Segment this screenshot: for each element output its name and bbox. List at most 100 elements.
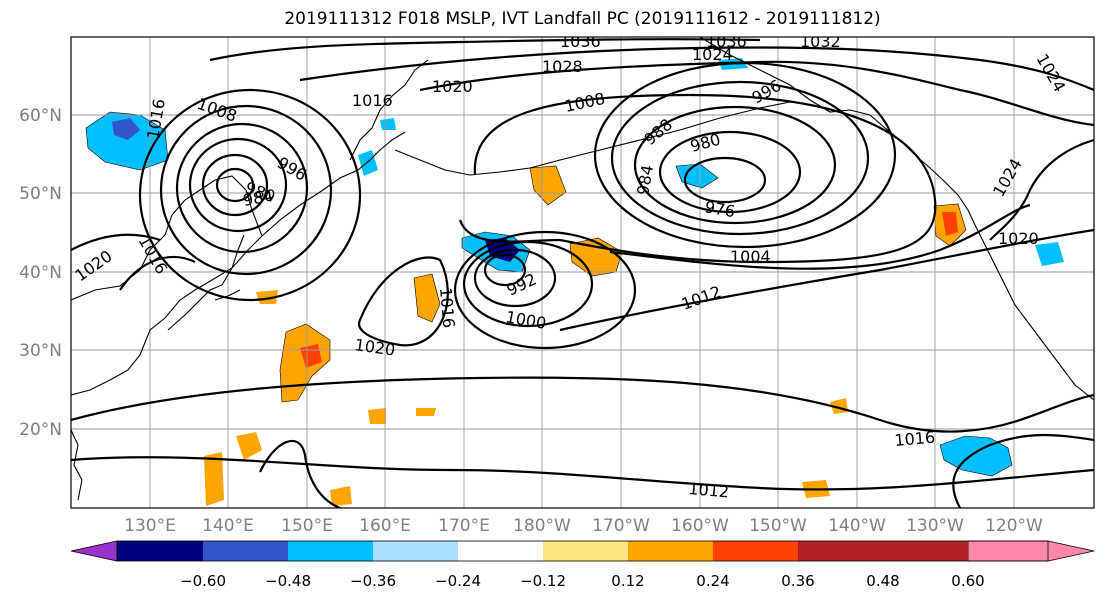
coastline-aleutians	[394, 101, 791, 176]
isobar	[138, 88, 362, 302]
isobar	[159, 104, 333, 276]
lon-label-140e: 140°E	[202, 516, 254, 536]
ivt-negative-patch	[1035, 242, 1064, 266]
ivt-positive-patch	[204, 452, 224, 506]
isobar-label-1036-b: 1036	[706, 32, 747, 51]
ivt-negative-patch	[380, 118, 396, 130]
coastline-asia	[71, 175, 263, 396]
map-plot-area: 1036 1036 1032 1028 1024 1024 1024 1020 …	[71, 32, 1094, 508]
coastline-kamchatka	[349, 59, 429, 161]
lat-label-60n: 60°N	[19, 106, 62, 126]
isobar	[71, 456, 1094, 491]
ivt-positive-patch	[529, 165, 567, 206]
isobar-label-1020-a: 1020	[432, 77, 473, 96]
ivt-positive-patch	[942, 212, 958, 236]
colorbar-extend-right	[967, 540, 1095, 562]
colorbar-tick-label: −0.48	[265, 572, 311, 590]
isobar	[188, 137, 288, 233]
isobar-label-1020-d: 1020	[998, 229, 1039, 248]
isobar	[458, 203, 1031, 270]
lon-label-130w: 130°W	[906, 516, 964, 536]
ivt-shading	[85, 58, 1064, 506]
isobar	[989, 138, 1094, 241]
lat-label-40n: 40°N	[19, 263, 62, 283]
coastline-kuril	[261, 131, 406, 237]
ivt-negative-patch	[939, 435, 1013, 477]
isobar-label-1028: 1028	[542, 57, 583, 76]
isobar	[473, 248, 557, 308]
colorbar-tick-label: −0.36	[350, 572, 396, 590]
isobar-label-1012-b: 1012	[688, 479, 730, 501]
isobar	[610, 80, 870, 236]
isobar	[483, 253, 527, 287]
colorbar-segment	[117, 541, 203, 561]
colorbar-tick-label: −0.12	[520, 572, 566, 590]
colorbar-tick-label: 0.60	[951, 572, 984, 590]
isobar	[209, 38, 761, 62]
colorbar-segment	[373, 541, 458, 561]
isobar-label-1004: 1004	[730, 247, 771, 266]
colorbar-segment	[713, 541, 798, 561]
latitude-labels: 20°N 30°N 40°N 50°N 60°N	[19, 106, 62, 440]
coastline-philippines	[71, 429, 83, 501]
lon-label-170e: 170°E	[438, 516, 490, 536]
lon-label-160w: 160°W	[671, 516, 729, 536]
colorbar-extend-left	[70, 540, 118, 562]
isobar	[453, 230, 637, 350]
isobar-label-1016-a: 1016	[352, 91, 393, 110]
lon-label-130e: 130°E	[124, 516, 176, 536]
isobar-label-1024-a: 1024	[692, 45, 733, 64]
coastline-alaska	[699, 37, 959, 196]
isobar	[559, 228, 1094, 332]
lon-label-150w: 150°W	[749, 516, 807, 536]
colorbar-tick-label: 0.36	[781, 572, 814, 590]
colorbar-segment	[883, 541, 968, 561]
coastline-north-america-west	[957, 194, 1094, 401]
longitude-labels: 130°E 140°E 150°E 160°E 170°E 180°W 170°…	[124, 516, 1043, 536]
isobar	[952, 433, 1094, 508]
coastlines	[71, 37, 1094, 501]
colorbar-segment	[543, 541, 628, 561]
colorbar-segment	[288, 541, 373, 561]
colorbar-segment	[798, 541, 883, 561]
isobar	[259, 439, 341, 508]
lat-label-30n: 30°N	[19, 341, 62, 361]
ivt-positive-patch	[330, 486, 352, 506]
isobar-label-1016-d: 1016	[436, 287, 458, 329]
ivt-positive-patch	[368, 408, 386, 424]
isobar	[201, 153, 269, 217]
isobar	[633, 105, 837, 225]
isobar	[357, 256, 449, 347]
isobar-label-1036-a: 1036	[560, 32, 601, 51]
lon-label-170w: 170°W	[592, 516, 650, 536]
lon-label-160e: 160°E	[359, 516, 411, 536]
ivt-positive-patch	[413, 273, 441, 323]
isobars	[71, 38, 1094, 508]
colorbar-tick-label: −0.60	[180, 572, 226, 590]
lat-label-50n: 50°N	[19, 184, 62, 204]
colorbar-tick-label: 0.12	[611, 572, 644, 590]
isobar-label-1032: 1032	[800, 32, 841, 51]
isobar	[175, 122, 309, 254]
lon-label-150e: 150°E	[281, 516, 333, 536]
isobar	[473, 93, 937, 264]
isobar	[683, 156, 767, 204]
map-title: 2019111312 F018 MSLP, IVT Landfall PC (2…	[284, 9, 881, 29]
colorbar-tick-label: −0.24	[435, 572, 481, 590]
isobar	[299, 46, 1094, 92]
lat-label-20n: 20°N	[19, 420, 62, 440]
lon-label-120w: 120°W	[985, 516, 1043, 536]
lon-label-180w: 180°W	[513, 516, 571, 536]
isobar	[658, 130, 802, 214]
ivt-negative-patch	[112, 118, 140, 140]
colorbar-segment	[458, 541, 543, 561]
colorbar-segment	[628, 541, 713, 561]
isobar	[71, 233, 196, 291]
isobar	[215, 167, 255, 203]
ivt-positive-patch	[236, 432, 262, 460]
colorbar-outline	[116, 540, 1049, 562]
isobar	[419, 60, 1094, 127]
isobar	[71, 376, 1094, 433]
lon-label-140w: 140°W	[828, 516, 886, 536]
